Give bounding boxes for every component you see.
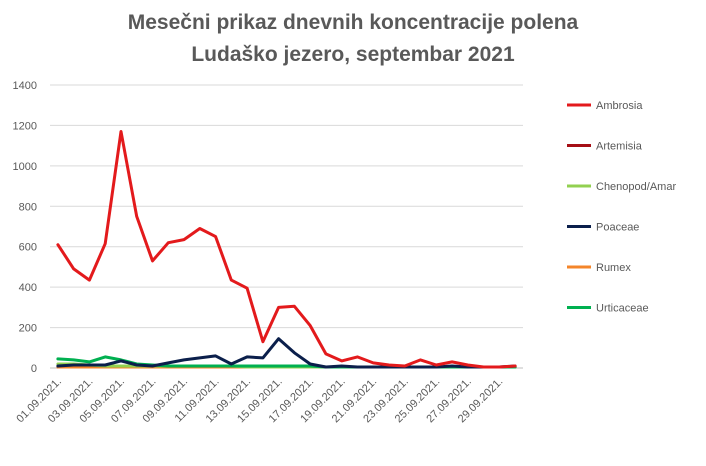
series-line-ambrosia xyxy=(56,130,517,369)
y-tick-label: 1200 xyxy=(13,120,37,132)
legend-label: Chenopod/Amar xyxy=(596,181,676,193)
y-tick-label: 600 xyxy=(19,242,37,254)
y-tick-label: 1000 xyxy=(13,161,37,173)
legend-label: Urticaceae xyxy=(596,303,649,315)
legend-label: Rumex xyxy=(596,262,631,274)
chart-title: Mesečni prikaz dnevnih koncentracije pol… xyxy=(127,11,579,34)
legend-label: Ambrosia xyxy=(596,100,643,112)
legend-label: Poaceae xyxy=(596,222,639,234)
y-tick-label: 800 xyxy=(19,201,37,213)
y-tick-label: 400 xyxy=(19,282,37,294)
y-tick-label: 0 xyxy=(31,363,37,375)
y-tick-label: 200 xyxy=(19,323,37,335)
chart-subtitle: Ludaško jezero, septembar 2021 xyxy=(191,43,515,66)
y-tick-label: 1400 xyxy=(13,80,37,92)
legend-label: Artemisia xyxy=(596,141,643,153)
series-line-poaceae xyxy=(56,337,517,369)
